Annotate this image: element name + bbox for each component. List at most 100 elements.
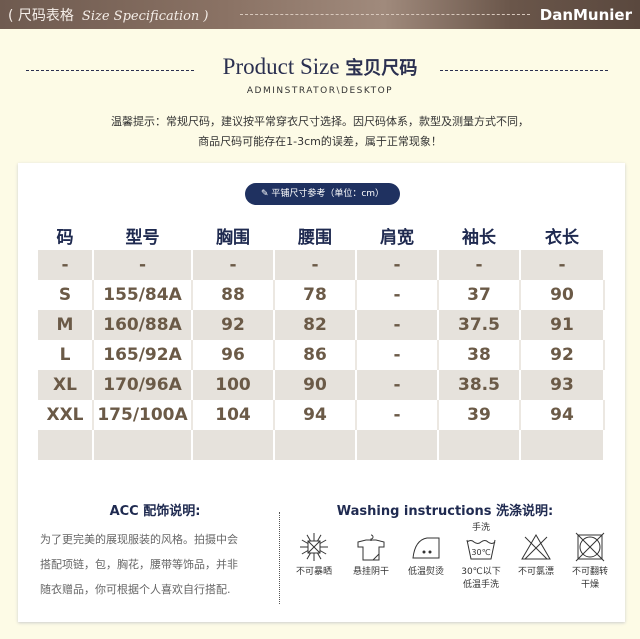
divider	[240, 14, 530, 15]
no-tumble-dry-icon	[562, 532, 618, 562]
table-cell: 91	[520, 310, 605, 340]
column-header: 腰围	[274, 220, 357, 250]
table-cell: 92	[192, 310, 275, 340]
table-cell: 37	[438, 280, 521, 310]
care-label: 不可翻转 干燥	[571, 567, 608, 590]
table-row: M 160/88A 92 82-37.5 91	[38, 310, 605, 340]
table-cell: 93	[520, 370, 605, 400]
table-cell: -	[38, 250, 94, 280]
table-cell: -	[274, 250, 357, 280]
table-cell: XXL	[38, 400, 94, 430]
table-cell: 88	[192, 280, 275, 310]
brand-logo: DanMunier	[539, 6, 632, 24]
hand-wash-icon: 30℃	[453, 532, 509, 562]
table-cell	[438, 430, 521, 460]
column-header: 胸围	[192, 220, 275, 250]
table-row: S 155/84A 88 78-37 90	[38, 280, 605, 310]
low-iron-icon	[398, 532, 454, 562]
banner-title: ( 尺码表格 Size Specification )	[8, 8, 209, 24]
table-cell: 90	[520, 280, 605, 310]
table-cell: -	[356, 340, 439, 370]
table-cell: 100	[192, 370, 275, 400]
table-cell: 37.5	[438, 310, 521, 340]
table-cell: 94	[520, 400, 605, 430]
care-item: 不可氯漂	[508, 532, 564, 579]
care-label: 不可氯漂	[517, 567, 554, 577]
table-cell: 92	[520, 340, 605, 370]
table-cell: 96	[192, 340, 275, 370]
ruler-icon: ✎	[260, 189, 272, 199]
table-cell: L	[38, 340, 94, 370]
table-row: XL 170/96A 100 90-38.5 93	[38, 370, 605, 400]
care-item: 手洗 30℃ 30℃以下 低温手洗	[453, 523, 509, 592]
no-sun-icon	[286, 532, 342, 562]
column-header: 袖长	[438, 220, 521, 250]
care-label: 悬挂阴干	[352, 567, 389, 577]
column-header: 衣长	[520, 220, 605, 250]
banner: ( 尺码表格 Size Specification ) DanMunier	[0, 0, 640, 29]
care-item: 不可暴晒	[286, 532, 342, 579]
subtitle: ADMINSTRATOR\DESKTOP	[246, 86, 394, 96]
column-header: 型号	[93, 220, 193, 250]
care-top: 手洗	[471, 523, 490, 533]
table-row	[38, 430, 605, 460]
care-item: 悬挂阴干	[343, 532, 399, 579]
table-cell: -	[356, 250, 439, 280]
tip-line: 温馨提示：常规尺码，建议按平常穿衣尺寸选择。因尺码体系，款型及测量方式不同，	[111, 115, 529, 128]
table-cell: 86	[274, 340, 357, 370]
care-item: 低温熨烫	[398, 532, 454, 579]
size-table: 码型号 胸围 腰围 肩宽 袖长 衣长 - - - - - - - S 155/84A 88 78-37 90 M 16…	[38, 220, 605, 460]
care-item: 不可翻转 干燥	[562, 532, 618, 592]
table-cell: 90	[274, 370, 357, 400]
no-bleach-icon	[508, 532, 564, 562]
acc-line: 搭配项链，包，胸花，腰带等饰品，并非	[40, 558, 238, 571]
table-cell: 78	[274, 280, 357, 310]
table-cell: 160/88A	[93, 310, 193, 340]
tip-line: 商品尺码可能存在1-3cm的误差，属于正常现象！	[198, 135, 442, 148]
table-cell: -	[93, 250, 193, 280]
table-cell: 175/100A	[93, 400, 193, 430]
table-row: XXL 175/100A 104 94-39 94	[38, 400, 605, 430]
table-cell: 38	[438, 340, 521, 370]
accessory-note: ACC 配饰说明: 为了更完美的展现服装的风格。拍摄中会 搭配项链，包，胸花，腰…	[40, 500, 270, 602]
table-cell: 170/96A	[93, 370, 193, 400]
table-cell: -	[438, 250, 521, 280]
table-row: -------	[38, 250, 605, 280]
divider	[279, 512, 280, 604]
table-cell	[520, 430, 605, 460]
care-label: 低温熨烫	[407, 567, 444, 577]
table-cell: 155/84A	[93, 280, 193, 310]
care-label: 30℃以下 低温手洗	[461, 567, 501, 590]
table-cell: -	[192, 250, 275, 280]
wash-title: Washing instructions 洗涤说明:	[336, 504, 554, 519]
table-cell	[38, 430, 94, 460]
table-cell: 82	[274, 310, 357, 340]
table-row: L 165/92A 96 86-38 92	[38, 340, 605, 370]
table-cell: M	[38, 310, 94, 340]
table-cell	[192, 430, 275, 460]
table-cell	[356, 430, 439, 460]
table-cell: -	[356, 310, 439, 340]
unit-badge: ✎ 平铺尺寸参考（单位：cm）	[245, 183, 400, 205]
table-cell: S	[38, 280, 94, 310]
table-cell: 39	[438, 400, 521, 430]
care-label: 不可暴晒	[295, 567, 332, 577]
table-cell: -	[356, 280, 439, 310]
acc-line: 为了更完美的展现服装的风格。拍摄中会	[40, 533, 238, 546]
table-cell: -	[520, 250, 605, 280]
hang-dry-icon	[343, 532, 399, 562]
column-header: 肩宽	[356, 220, 439, 250]
table-cell: 94	[274, 400, 357, 430]
table-cell	[93, 430, 193, 460]
acc-title: ACC 配饰说明:	[109, 504, 201, 519]
table-cell: XL	[38, 370, 94, 400]
page-title: Product Size 宝贝尺码	[222, 54, 418, 79]
table-cell	[274, 430, 357, 460]
svg-text:30℃: 30℃	[471, 548, 490, 557]
table-cell: 38.5	[438, 370, 521, 400]
table-cell: -	[356, 400, 439, 430]
table-cell: -	[356, 370, 439, 400]
column-header: 码	[38, 220, 94, 250]
table-cell: 165/92A	[93, 340, 193, 370]
table-cell: 104	[192, 400, 275, 430]
